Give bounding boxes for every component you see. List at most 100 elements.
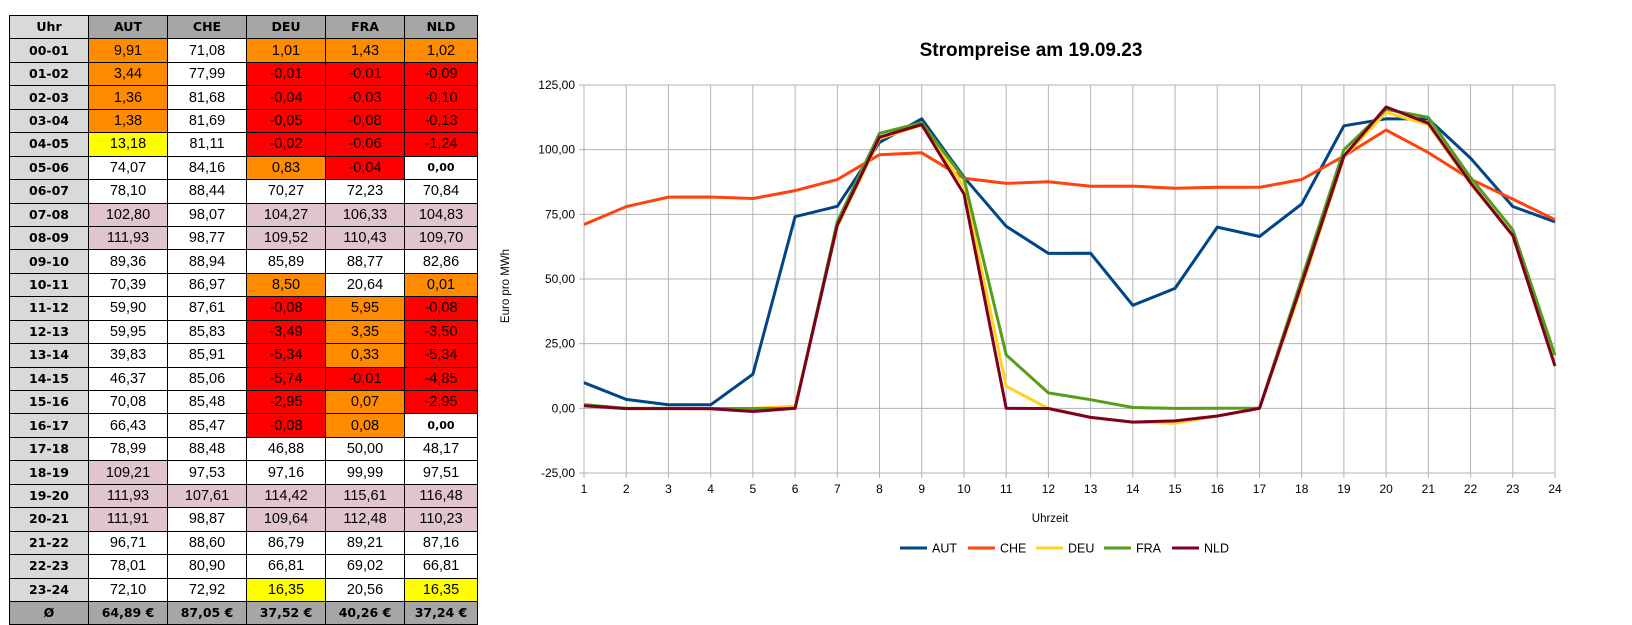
cell-fra: 0,07 <box>325 389 405 415</box>
cell-aut: 66,43 <box>88 413 168 438</box>
cell-aut: 74,07 <box>88 155 168 181</box>
cell-deu: 85,89 <box>246 249 326 274</box>
cell-che: 85,83 <box>167 319 247 345</box>
cell-che: 77,99 <box>167 61 247 87</box>
table-body: 00-01 9,91 71,08 1,01 1,43 1,02 01-02 3,44 77,99… <box>9 38 478 625</box>
cell-hour: 01-02 <box>9 61 89 87</box>
cell-deu: -0,05 <box>246 108 326 134</box>
cell-deu: -0,01 <box>246 61 326 87</box>
cell-hour: 21-22 <box>9 530 89 556</box>
cell-fra: 5,95 <box>325 296 405 321</box>
cell-che: 87,61 <box>167 296 247 321</box>
cell-fra: 1,43 <box>325 38 405 63</box>
cell-deu: -0,02 <box>246 132 326 157</box>
x-tick-label: 5 <box>750 482 757 496</box>
table-row: 20-21 111,91 98,87 109,64 112,48 110,23 <box>9 507 478 532</box>
x-axis: 1 2 3 4 5 6 7 8 9 10 11 12 13 14 15 16 17 18 19 20 21 22 23 24 <box>581 473 1562 496</box>
cell-aut: 96,71 <box>88 530 168 556</box>
cell-che: 81,68 <box>167 85 247 110</box>
cell-nld: 116,48 <box>404 483 478 509</box>
cell-che: 88,48 <box>167 436 247 462</box>
cell-che: 98,87 <box>167 507 247 532</box>
table-row: 23-24 72,10 72,92 16,35 20,56 16,35 <box>9 577 478 602</box>
cell-nld: 82,86 <box>404 249 478 274</box>
x-tick-label: 10 <box>957 482 971 496</box>
x-tick-label: 18 <box>1295 482 1309 496</box>
cell-hour: 10-11 <box>9 272 89 298</box>
header-fra: FRA <box>325 14 405 40</box>
cell-nld: 87,16 <box>404 530 478 556</box>
cell-hour: 08-09 <box>9 225 89 251</box>
cell-deu: 0,83 <box>246 155 326 181</box>
cell-fra: 115,61 <box>325 483 405 509</box>
cell-deu: -2,95 <box>246 389 326 415</box>
cell-fra: 20,64 <box>325 272 405 298</box>
cell-deu: 97,16 <box>246 460 326 485</box>
cell-che: 88,94 <box>167 249 247 274</box>
header-che: CHE <box>167 14 247 40</box>
cell-aut: 39,83 <box>88 343 168 368</box>
cell-deu: 86,79 <box>246 530 326 556</box>
header-nld: NLD <box>404 14 478 40</box>
cell-deu: 16,35 <box>246 577 326 602</box>
legend: AUT CHE DEU FRA NLD <box>900 542 1229 556</box>
cell-fra: 72,23 <box>325 179 405 204</box>
cell-nld: 16,35 <box>404 577 478 602</box>
avg-cell-fra: 40,26 € <box>325 600 405 625</box>
x-tick-label: 17 <box>1253 482 1267 496</box>
avg-cell-deu: 37,52 € <box>246 600 326 625</box>
cell-hour: 20-21 <box>9 507 89 532</box>
x-tick-label: 23 <box>1506 482 1520 496</box>
table-row: 15-16 70,08 85,48 -2,95 0,07 -2,95 <box>9 389 478 415</box>
x-tick-label: 16 <box>1211 482 1225 496</box>
table-row: 07-08 102,80 98,07 104,27 106,33 104,83 <box>9 202 478 227</box>
table-row: 18-19 109,21 97,53 97,16 99,99 97,51 <box>9 460 478 485</box>
price-table: Uhr AUT CHE DEU FRA NLD 00-01 9,91 71,08 1,… <box>9 14 478 625</box>
table-row: 06-07 78,10 88,44 70,27 72,23 70,84 <box>9 179 478 204</box>
cell-aut: 78,99 <box>88 436 168 462</box>
table-row: 16-17 66,43 85,47 -0,08 0,08 0,00 <box>9 413 478 438</box>
cell-aut: 3,44 <box>88 61 168 87</box>
cell-hour: 22-23 <box>9 554 89 579</box>
cell-hour: 07-08 <box>9 202 89 227</box>
avg-cell-che: 87,05 € <box>167 600 247 625</box>
legend-label-deu: DEU <box>1068 542 1094 556</box>
cell-hour: 09-10 <box>9 249 89 274</box>
table-row: 01-02 3,44 77,99 -0,01 -0,01 -0,09 <box>9 61 478 87</box>
cell-nld: 48,17 <box>404 436 478 462</box>
cell-deu: 104,27 <box>246 202 326 227</box>
cell-hour: 19-20 <box>9 483 89 509</box>
cell-nld: -5,34 <box>404 343 478 368</box>
cell-nld: 104,83 <box>404 202 478 227</box>
x-tick-label: 6 <box>792 482 799 496</box>
cell-fra: 20,56 <box>325 577 405 602</box>
x-tick-label: 11 <box>1000 482 1013 496</box>
cell-nld: -0,08 <box>404 296 478 321</box>
cell-hour: 00-01 <box>9 38 89 63</box>
cell-deu: -5,34 <box>246 343 326 368</box>
cell-che: 81,11 <box>167 132 247 157</box>
cell-aut: 9,91 <box>88 38 168 63</box>
cell-aut: 102,80 <box>88 202 168 227</box>
cell-hour: 16-17 <box>9 413 89 438</box>
cell-hour: 17-18 <box>9 436 89 462</box>
cell-deu: 109,64 <box>246 507 326 532</box>
series-line-che <box>583 128 1556 226</box>
cell-nld: 0,00 <box>404 413 478 438</box>
table-row: 02-03 1,36 81,68 -0,04 -0,03 -0,10 <box>9 85 478 110</box>
cell-aut: 78,01 <box>88 554 168 579</box>
cell-fra: -0,01 <box>325 366 405 392</box>
series-line-deu <box>583 110 1557 425</box>
cell-deu: -0,04 <box>246 85 326 110</box>
cell-fra: 112,48 <box>325 507 405 532</box>
table-row: 11-12 59,90 87,61 -0,08 5,95 -0,08 <box>9 296 478 321</box>
x-axis-label: Uhrzeit <box>1032 513 1069 525</box>
cell-fra: 0,33 <box>325 343 405 368</box>
x-tick-label: 19 <box>1337 482 1351 496</box>
header-aut: AUT <box>88 14 168 40</box>
cell-deu: -0,08 <box>246 413 326 438</box>
average-row: Ø 64,89 €87,05 €37,52 €40,26 €37,24 € <box>9 600 478 625</box>
table-row: 21-22 96,71 88,60 86,79 89,21 87,16 <box>9 530 478 556</box>
x-tick-label: 9 <box>918 482 925 496</box>
x-tick-label: 20 <box>1379 482 1393 496</box>
